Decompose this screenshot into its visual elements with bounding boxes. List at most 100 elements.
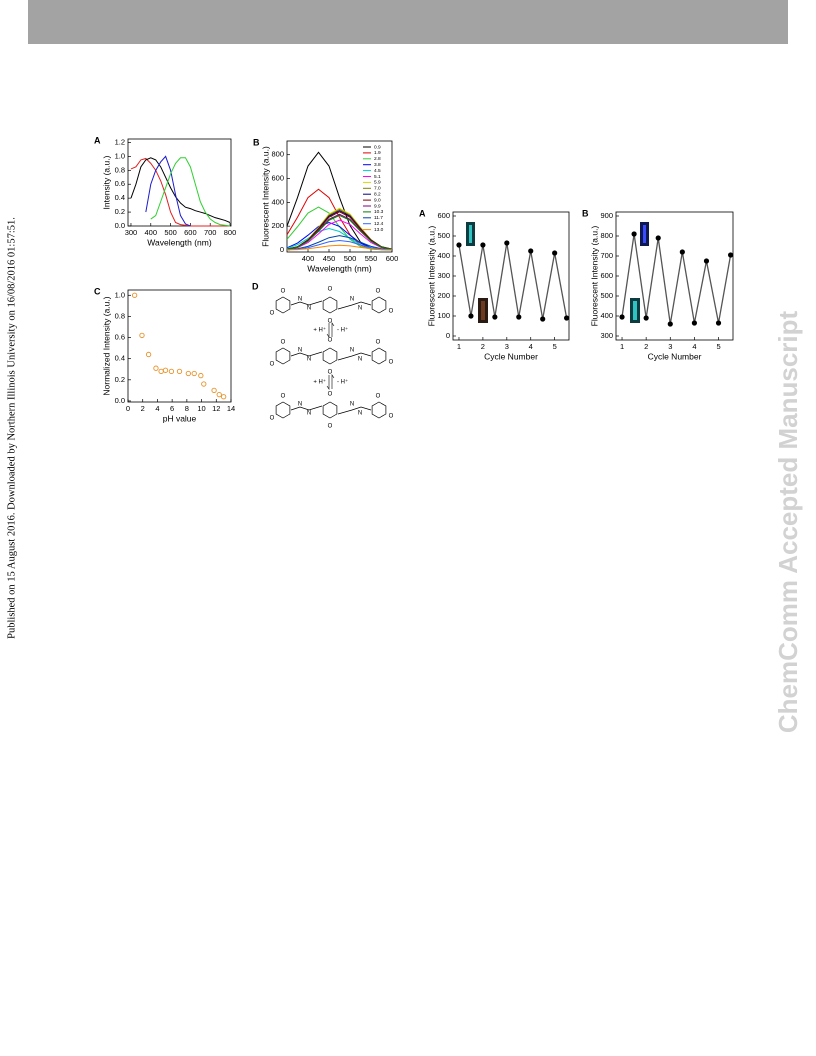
y-tick-label: 200 [271, 221, 284, 230]
inset-photo [481, 301, 485, 320]
panel-label: A [94, 135, 101, 145]
atom-label: N [358, 357, 362, 363]
data-point [216, 391, 222, 398]
y-tick-label: 0.2 [115, 375, 125, 384]
atom-label: O [328, 319, 333, 325]
y-tick-label: 0.6 [115, 333, 125, 342]
y-tick-label: 0.6 [115, 179, 125, 188]
series-line [286, 239, 393, 251]
legend-label: 7.0 [374, 186, 381, 192]
atom-label: O [328, 287, 333, 293]
y-axis-label: Fluorescent Intensity (a.u.) [589, 226, 599, 327]
bond [290, 351, 372, 361]
y-tick-label: 400 [271, 197, 284, 206]
data-point [679, 249, 685, 255]
x-tick-label: 5 [553, 342, 557, 351]
data-point [131, 292, 138, 298]
x-axis-label: Cycle Number [484, 351, 538, 361]
arrow-forward-label: + H⁺ [313, 379, 326, 386]
legend-label: 9.9 [374, 203, 381, 209]
data-point [456, 242, 462, 248]
legend-label: 8.2 [374, 191, 381, 197]
bond [290, 405, 372, 415]
y-tick-label: 0.4 [115, 193, 125, 202]
inset-photo [633, 301, 637, 320]
x-tick-label: 700 [204, 228, 217, 237]
x-tick-label: 400 [145, 228, 158, 237]
x-tick-label: 6 [170, 404, 174, 413]
legend-label: 3.8 [374, 162, 381, 168]
header-bar [28, 0, 788, 44]
y-tick-label: 800 [600, 231, 613, 240]
y-tick-label: 300 [600, 331, 613, 340]
y-tick-label: 300 [437, 271, 450, 280]
x-axis-label: pH value [163, 413, 197, 423]
data-point [691, 320, 698, 326]
data-point [145, 351, 152, 358]
ring [371, 347, 387, 365]
y-tick-label: 400 [600, 311, 613, 320]
x-axis-label: Wavelength (nm) [307, 263, 372, 273]
arrow-reverse-label: - H⁺ [337, 379, 348, 386]
series-line [286, 214, 393, 250]
y-axis-label: Normalized Intensity (a.u.) [101, 296, 111, 395]
data-point [153, 365, 159, 371]
ring [322, 401, 338, 419]
y-tick-label: 600 [271, 174, 284, 183]
legend-label: 9.0 [374, 197, 381, 203]
arrow-forward-label: + H⁺ [313, 327, 326, 334]
data-point [185, 370, 191, 377]
x-tick-label: 450 [323, 254, 336, 263]
series-line [286, 235, 393, 251]
atom-label: O [376, 289, 381, 295]
atom-label: O [389, 414, 394, 420]
data-point [552, 250, 558, 256]
atom-label: N [307, 357, 311, 363]
y-tick-label: 600 [437, 211, 450, 220]
x-tick-label: 2 [141, 404, 145, 413]
x-axis-label: Wavelength (nm) [147, 237, 212, 247]
legend-label: 5.1 [374, 174, 381, 180]
legend-label: 0.9 [374, 144, 381, 150]
data-point [655, 235, 661, 241]
ring [275, 347, 291, 365]
atom-label: O [376, 340, 381, 346]
data-point [667, 321, 673, 327]
y-axis-label: Intensity (a.u.) [101, 155, 111, 209]
legend-label: 11.7 [374, 215, 383, 221]
y-tick-label: 0.8 [115, 165, 125, 174]
chart: 400 450 500 550 600 0 200 400 600 800 Wavelength (… [253, 137, 398, 273]
atom-label: O [376, 394, 381, 400]
x-tick-label: 12 [212, 404, 220, 413]
inset-photo [469, 225, 472, 243]
legend-label: 5.9 [374, 180, 381, 186]
atom-label: O [270, 362, 275, 368]
y-tick-label: 800 [271, 150, 284, 159]
legend-label: 12.4 [374, 221, 384, 227]
x-tick-label: 600 [184, 228, 197, 237]
x-tick-label: 4 [155, 404, 159, 413]
legend-label: 13.0 [374, 227, 384, 233]
x-tick-label: 300 [125, 228, 138, 237]
atom-label: O [328, 370, 333, 376]
atom-label: O [328, 338, 333, 344]
data-point [727, 252, 734, 258]
chart: 300 400 500 600 700 800 0.0 0.2 0.4 0.6 0.8 1.0 1.2 W… [94, 135, 236, 247]
plot-frame [286, 140, 393, 253]
bond [290, 300, 372, 310]
x-tick-label: 5 [716, 342, 720, 351]
data-point [139, 332, 145, 339]
panel-label: C [94, 286, 101, 296]
x-tick-label: 500 [164, 228, 177, 237]
panel-label: D [252, 281, 259, 291]
x-tick-label: 2 [644, 342, 648, 351]
chart: 0 2 4 6 8 10 12 14 0.0 0.2 0.4 0.6 0.8 1.0 pH value Nor… [94, 286, 235, 423]
data-point [631, 231, 637, 237]
atom-label: N [298, 297, 302, 303]
x-tick-label: 14 [227, 404, 235, 413]
equilibrium-arrow [326, 322, 335, 338]
x-axis-label: Cycle Number [648, 351, 702, 361]
y-tick-label: 1.0 [115, 151, 125, 160]
